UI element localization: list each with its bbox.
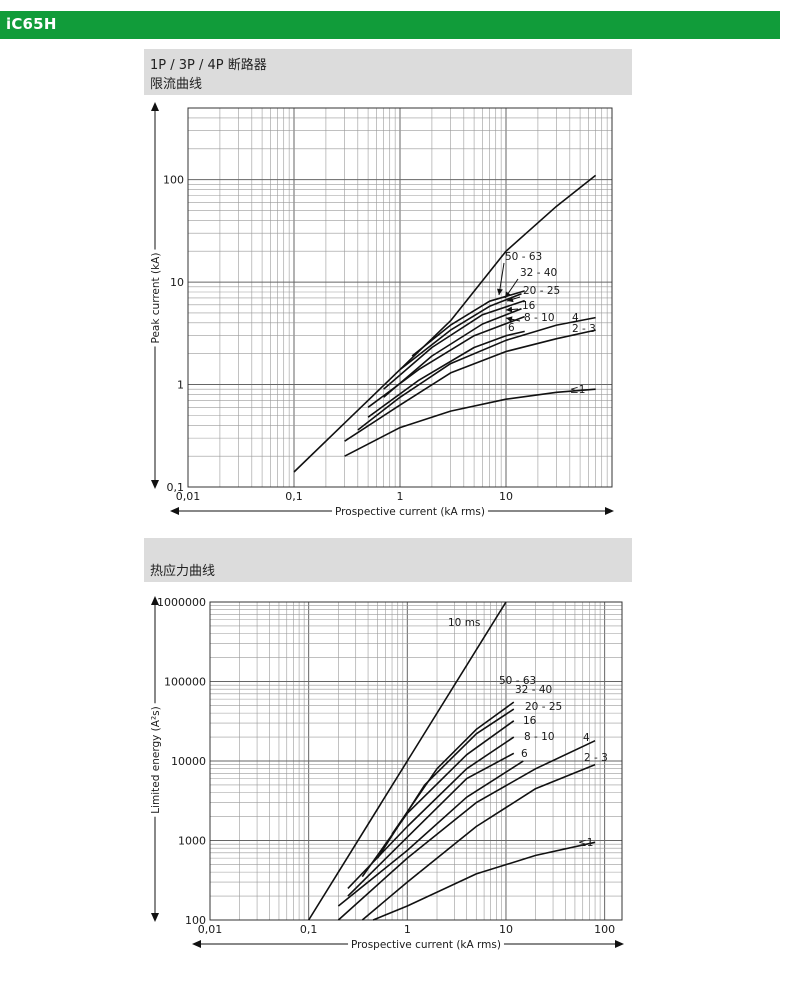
y-axis-arrow-down	[151, 480, 159, 489]
x-label-bg	[348, 938, 504, 952]
chart1-heading-line1: 1P / 3P / 4P 断路器	[150, 58, 267, 73]
chart2-series-label: 20 - 25	[525, 701, 562, 713]
chart1-series-label: 32 - 40	[520, 267, 557, 279]
chart1-xtick-label: 10	[499, 490, 513, 503]
chart1-xtick-label: 1	[397, 490, 404, 503]
chart1-series-6	[367, 330, 525, 418]
chart1-label-arrowhead	[506, 316, 513, 323]
chart1-grid	[187, 107, 612, 488]
chart1-series-envelope	[293, 174, 597, 473]
chart1-series-8-10	[367, 315, 525, 408]
x-label-bg	[332, 505, 488, 519]
chart2-series-4	[337, 739, 596, 921]
chart2-ytick-label: 1000	[178, 835, 206, 848]
chart1-series-16	[383, 307, 522, 398]
chart2-series-label: 6	[521, 748, 528, 760]
y-axis-arrow-down	[151, 913, 159, 922]
chart2-series-1	[372, 841, 596, 921]
chart1-series-label: ≤1	[570, 384, 585, 396]
x-axis-arrow-left	[192, 940, 201, 948]
chart1-series-2-3	[344, 329, 596, 442]
chart2-y-axis-label: Limited energy (A²s)	[150, 706, 162, 813]
y-label-bg	[149, 703, 163, 817]
x-axis-arrow-right	[615, 940, 624, 948]
chart2-series-label: 8 - 10	[524, 731, 555, 743]
chart2-series-20-25	[361, 720, 515, 878]
chart2-series-label: 16	[523, 715, 537, 727]
limited-energy-chart: 0,01 0,1 1 10 100 100 1000 10000 100000 1000000 Pr…	[149, 596, 624, 952]
x-axis-arrow-right	[605, 507, 614, 515]
chart2-xtick-label: 0,1	[300, 923, 318, 936]
y-axis-arrow-up	[151, 596, 159, 605]
chart1-series-label: 4	[572, 312, 579, 324]
chart2-xtick-label: 10	[499, 923, 513, 936]
chart1-series-1	[344, 388, 596, 457]
chart1-heading-line2: 限流曲线	[150, 77, 203, 92]
product-title: iC65H	[6, 15, 57, 33]
chart1-frame	[187, 107, 613, 488]
chart1-ytick-label: 0,1	[167, 481, 185, 494]
chart2-ytick-label: 100	[185, 914, 206, 927]
chart1-label-arrowhead	[505, 291, 511, 298]
chart2-series-label: ≤1	[578, 837, 593, 849]
chart2-series-label: 10 ms	[448, 617, 480, 629]
chart2-xtick-label: 0,01	[198, 923, 223, 936]
chart1-ytick-label: 100	[163, 174, 184, 187]
chart2-xtick-label: 1	[404, 923, 411, 936]
chart2-ytick-label: 1000000	[157, 596, 206, 609]
chart1-series-label: 20 - 25	[523, 285, 560, 297]
chart1-series-label: 8 - 10	[524, 312, 555, 324]
chart2-xtick-label: 100	[594, 923, 615, 936]
chart2-heading-panel: 热应力曲线	[144, 538, 632, 582]
top-banner: iC65H	[0, 11, 780, 39]
chart2-series-8-10	[347, 752, 515, 897]
chart1-label-arrowhead	[507, 296, 514, 303]
chart2-series-16	[347, 736, 515, 889]
chart1-series-label: 6	[508, 322, 515, 334]
y-axis-arrow-up	[151, 102, 159, 111]
chart1-xtick-label: 0,01	[176, 490, 201, 503]
chart1-series-label: 16	[522, 300, 536, 312]
chart1-ytick-label: 10	[170, 276, 184, 289]
chart2-series-2-3	[361, 763, 596, 921]
chart1-series-4	[357, 316, 596, 431]
chart2-ytick-label: 100000	[164, 676, 206, 689]
chart2-heading: 热应力曲线	[150, 564, 216, 579]
chart1-series-32-40	[399, 292, 522, 371]
chart2-grid	[209, 602, 622, 921]
chart1-xtick-label: 0,1	[285, 490, 303, 503]
chart2-ytick-label: 10000	[171, 755, 206, 768]
chart2-x-axis-label: Prospective current (kA rms)	[351, 939, 501, 951]
chart1-label-arrowhead	[506, 306, 513, 313]
y-label-bg	[149, 249, 163, 347]
chart1-label-arrowhead	[496, 288, 503, 295]
chart1-series-label: 2 - 3	[572, 323, 596, 335]
chart1-heading-panel: 1P / 3P / 4P 断路器 限流曲线	[144, 49, 632, 95]
chart2-series-label: 2 - 3	[584, 752, 608, 764]
chart1-x-axis-label: Prospective current (kA rms)	[335, 506, 485, 518]
x-axis-arrow-left	[170, 507, 179, 515]
chart2-frame	[209, 601, 623, 921]
chart1-series-label: 50 - 63	[505, 251, 542, 263]
chart1-ytick-label: 1	[177, 379, 184, 392]
chart2-series-label: 32 - 40	[515, 684, 552, 696]
chart2-series-label: 4	[583, 732, 590, 744]
chart2-series-10-ms	[308, 601, 507, 921]
chart2-series-label: 50 - 63	[499, 675, 536, 687]
chart1-y-axis-label: Peak current (kA)	[150, 253, 162, 344]
chart2-series-6	[337, 760, 524, 907]
chart1-series-20-25	[383, 299, 525, 390]
